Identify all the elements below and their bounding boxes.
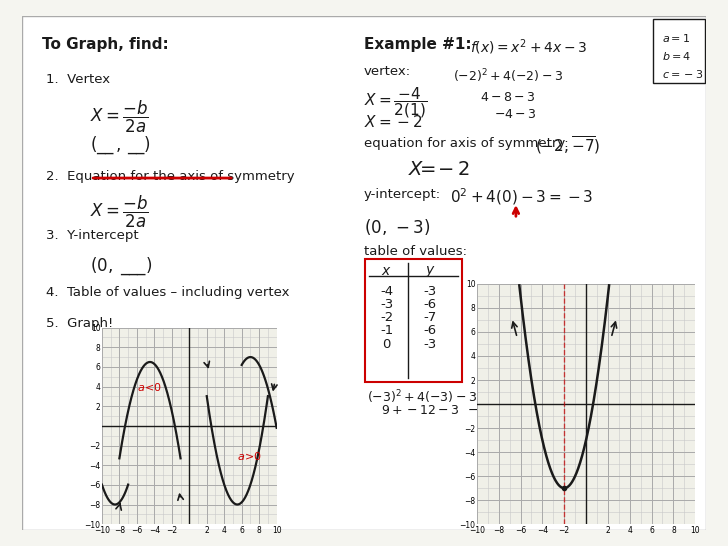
Text: -6: -6 [424, 324, 437, 337]
Text: $b = 4$: $b = 4$ [662, 50, 691, 62]
Text: To Graph, find:: To Graph, find: [42, 37, 169, 52]
Text: $(\_\_\, ,\, \_\_)$: $(\_\_\, ,\, \_\_)$ [90, 134, 151, 156]
Text: $(0,\; \_\_\_)$: $(0,\; \_\_\_)$ [90, 255, 152, 277]
Text: -7: -7 [424, 311, 437, 324]
Text: -6: -6 [424, 298, 437, 311]
Text: -1: -1 [380, 324, 393, 337]
Text: equation for axis of symmetry:: equation for axis of symmetry: [364, 137, 569, 150]
Text: -3: -3 [380, 298, 393, 311]
Text: $X \!\!=\!\! -2$: $X \!\!=\!\! -2$ [408, 160, 470, 179]
Text: $X = \dfrac{-4}{2(1)}$: $X = \dfrac{-4}{2(1)}$ [364, 86, 427, 121]
Text: $(-2,\overline{-7})$: $(-2,\overline{-7})$ [535, 134, 601, 156]
Text: $X = \dfrac{-b}{2a}$: $X = \dfrac{-b}{2a}$ [90, 193, 149, 230]
Text: $x$: $x$ [381, 264, 392, 278]
Text: $y$: $y$ [425, 264, 436, 279]
Text: -3: -3 [424, 338, 437, 351]
Text: 0: 0 [382, 338, 391, 351]
Text: 1.  Vertex: 1. Vertex [46, 73, 110, 86]
Text: $4-8-3$: $4-8-3$ [480, 91, 536, 104]
Text: -4: -4 [380, 285, 393, 298]
Text: $(-3)^2+4(-3)-3$: $(-3)^2+4(-3)-3$ [368, 389, 478, 406]
Text: $0^2+4(0)-3 = -3$: $0^2+4(0)-3 = -3$ [449, 187, 593, 207]
Text: $9 + -12 - 3$: $9 + -12 - 3$ [381, 404, 460, 417]
Text: table of values:: table of values: [364, 245, 467, 258]
Text: $a\!>\!0$: $a\!>\!0$ [237, 450, 263, 462]
Text: $(-2)^2+4(-2)-3$: $(-2)^2+4(-2)-3$ [453, 68, 563, 85]
Text: $X = \dfrac{-b}{2a}$: $X = \dfrac{-b}{2a}$ [90, 98, 149, 135]
Text: Example #1:: Example #1: [364, 37, 472, 52]
Text: 5.  Graph!: 5. Graph! [46, 317, 113, 330]
Text: 3.  Y-intercept: 3. Y-intercept [46, 229, 138, 242]
Text: $a = 1$: $a = 1$ [662, 32, 690, 44]
Text: -3: -3 [424, 285, 437, 298]
Text: $X = -2$: $X = -2$ [364, 114, 423, 130]
Text: 4.  Table of values – including vertex: 4. Table of values – including vertex [46, 286, 289, 299]
Text: 2.  Equation for the axis of symmetry: 2. Equation for the axis of symmetry [46, 170, 294, 183]
Text: $c = -3$: $c = -3$ [662, 68, 703, 80]
Text: $-4-3$: $-4-3$ [494, 108, 537, 121]
Text: vertex:: vertex: [364, 65, 411, 78]
Text: -2: -2 [380, 311, 393, 324]
Text: y-intercept:: y-intercept: [364, 188, 441, 201]
Text: $(0,\,-3)$: $(0,\,-3)$ [364, 217, 430, 236]
Text: $f(x) = x^2 + 4x - 3$: $f(x) = x^2 + 4x - 3$ [470, 37, 587, 56]
Text: $a\!<\!0$: $a\!<\!0$ [137, 382, 162, 394]
Text: $-6$: $-6$ [467, 404, 486, 417]
